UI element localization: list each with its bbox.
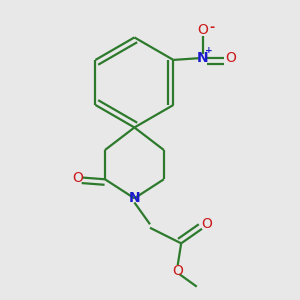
Text: +: + [205,46,212,55]
Text: -: - [209,20,214,34]
Text: O: O [197,23,208,38]
Text: O: O [172,264,183,278]
Text: O: O [202,217,213,231]
Text: O: O [72,170,83,184]
Text: N: N [129,191,140,205]
Text: N: N [197,51,209,65]
Text: O: O [225,51,236,65]
